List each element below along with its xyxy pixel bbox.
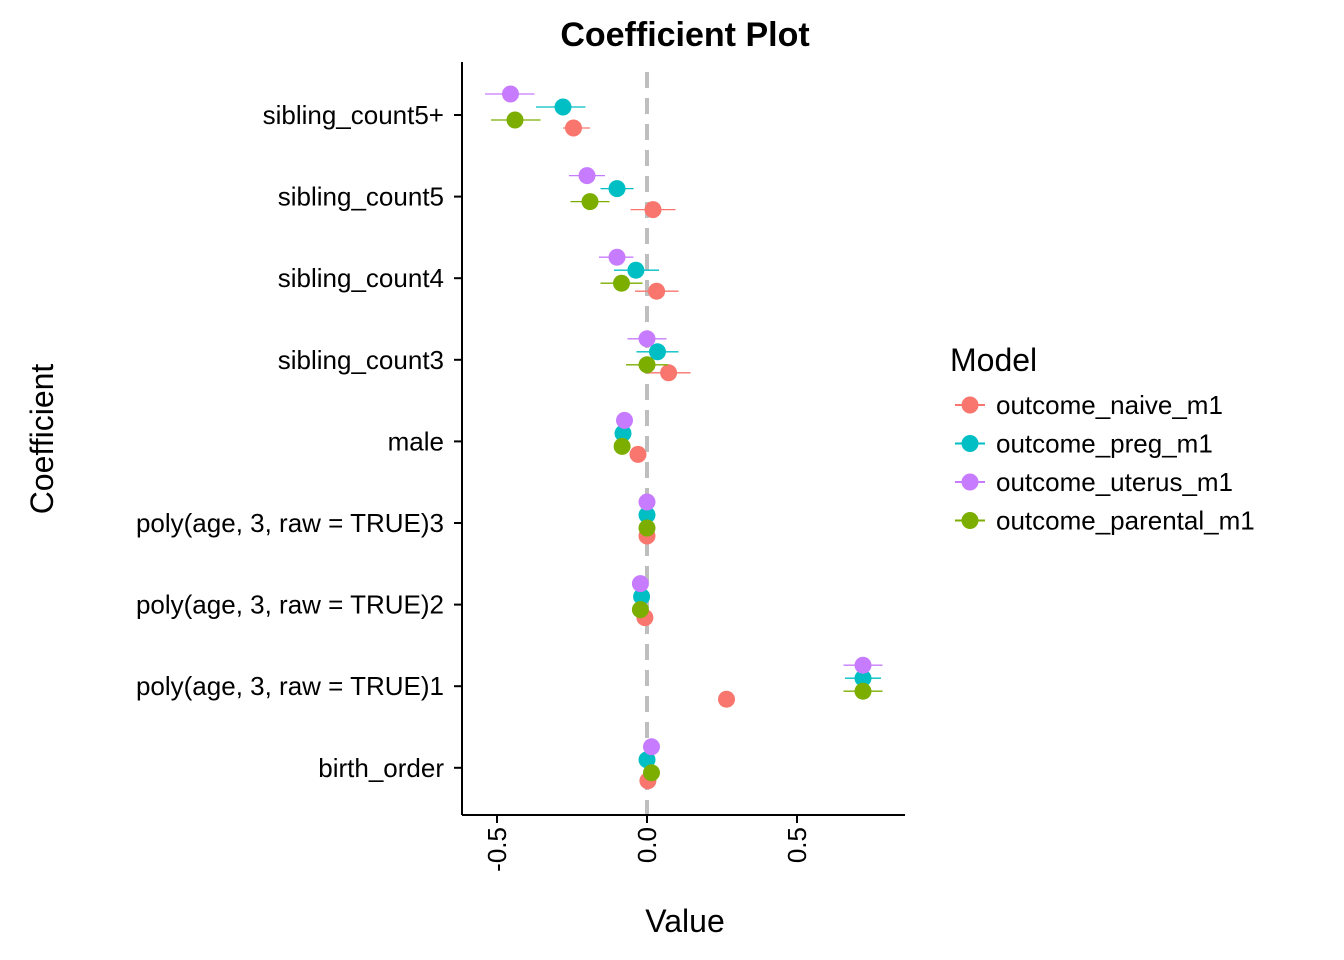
data-point — [614, 424, 632, 442]
x-axis-title: Value — [645, 903, 724, 939]
data-point — [854, 682, 872, 700]
y-tick-label: sibling_count4 — [278, 263, 444, 293]
legend-label: outcome_preg_m1 — [996, 429, 1213, 459]
legend-title: Model — [950, 342, 1037, 378]
data-point — [633, 588, 651, 606]
series-outcome_preg_m1 — [536, 98, 881, 769]
data-point — [718, 690, 735, 708]
data-point — [648, 282, 666, 300]
data-point — [638, 519, 656, 537]
legend: Model outcome_naive_m1 outcome_preg_m1out… — [950, 342, 1255, 536]
data-point — [660, 364, 678, 382]
data-point — [854, 656, 872, 674]
x-tick-label: 0.0 — [632, 827, 662, 863]
data-point — [854, 669, 872, 687]
data-point — [638, 356, 656, 374]
data-point — [638, 506, 656, 524]
data-point — [627, 261, 645, 279]
data-point — [506, 111, 524, 129]
legend-label: outcome_parental_m1 — [996, 506, 1255, 536]
legend-key-point — [961, 435, 979, 452]
data-point — [629, 445, 647, 463]
data-point — [649, 343, 666, 361]
series-outcome_uterus_m1 — [485, 85, 883, 756]
y-axis-title: Coefficient — [24, 364, 60, 515]
chart-title: Coefficient Plot — [560, 16, 809, 54]
data-point — [613, 437, 631, 455]
data-point — [608, 248, 626, 266]
data-point — [638, 330, 656, 348]
y-tick-label: sibling_count3 — [278, 345, 444, 375]
data-point — [613, 274, 630, 292]
y-tick-label: sibling_count5+ — [263, 100, 444, 130]
y-tick-label: sibling_count5 — [278, 182, 444, 212]
y-tick-label: birth_order — [318, 753, 444, 783]
data-point — [631, 601, 649, 619]
data-point — [502, 85, 519, 103]
legend-key-point — [961, 473, 979, 491]
x-tick-label: -0.5 — [482, 827, 512, 872]
data-point — [643, 764, 660, 782]
y-tick-label: male — [388, 426, 444, 456]
y-tick-label: poly(age, 3, raw = TRUE)3 — [136, 508, 444, 538]
y-tick-label: poly(age, 3, raw = TRUE)2 — [136, 590, 444, 620]
legend-label: outcome_uterus_m1 — [996, 467, 1233, 497]
data-point — [616, 411, 633, 429]
data-point — [638, 751, 656, 769]
data-point — [631, 575, 649, 593]
data-point — [643, 738, 660, 756]
series-outcome_parental_m1 — [491, 111, 883, 782]
data-point — [578, 167, 596, 185]
legend-key-point — [961, 396, 979, 414]
data-point — [565, 119, 582, 137]
data-point — [554, 98, 572, 116]
legend-key-point — [961, 512, 979, 529]
data-point — [581, 193, 599, 211]
y-tick-label: poly(age, 3, raw = TRUE)1 — [136, 671, 444, 701]
legend-label: outcome_naive_m1 — [996, 390, 1223, 420]
series-outcome_naive_m1 — [563, 119, 735, 790]
x-tick-label: 0.5 — [782, 827, 812, 863]
plot-area: -0.5 0.0 0.5 sibling_count5+ sibling_count5s… — [136, 62, 905, 872]
data-point — [608, 180, 626, 198]
data-point — [644, 201, 662, 219]
data-point — [638, 493, 656, 511]
